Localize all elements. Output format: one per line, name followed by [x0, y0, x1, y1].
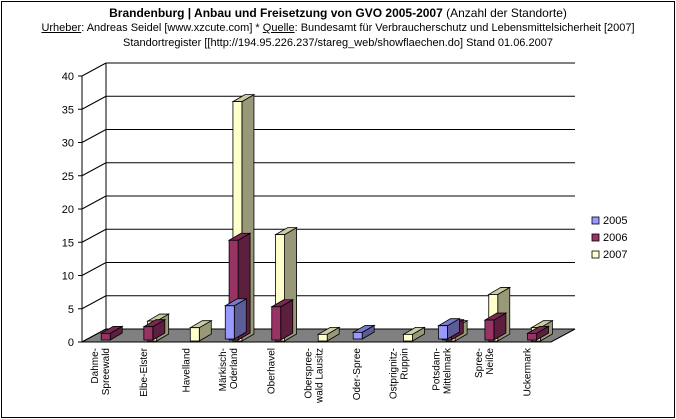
quelle-label: Quelle	[262, 22, 295, 34]
x-tick-label-line: Ruppin	[400, 348, 411, 380]
x-tick-label: Oder-Spree	[352, 348, 363, 401]
grid-depth-line	[81, 129, 107, 143]
y-tick-label: 10	[62, 271, 74, 283]
y-tick-label: 15	[62, 237, 74, 249]
grid-depth-line	[81, 295, 107, 310]
bar	[100, 332, 111, 341]
y-tick-label: 35	[62, 104, 74, 116]
y-tick-label: 30	[62, 138, 74, 150]
x-tick-label-line: Havelland	[181, 348, 192, 392]
x-tick-label-line: Märkisch-	[218, 348, 229, 391]
x-tick-label-line: Oberhavel	[267, 348, 278, 394]
x-tick-label-line: Oder-Spree	[352, 348, 363, 401]
bar	[484, 319, 495, 341]
x-tick-label-line: Spree-	[474, 348, 485, 378]
bar	[232, 101, 243, 342]
x-tick-label-line: Spreewald	[101, 348, 112, 395]
x-tick-label-line: Oderland	[229, 348, 240, 389]
legend-swatch	[591, 250, 600, 259]
urheber-value: : Andreas Seidel [www.xzcute.com] *	[81, 22, 260, 34]
x-tick-label: Potsdam-Mittelmark	[431, 347, 453, 394]
legend-swatch	[591, 216, 600, 225]
y-tick-label: 5	[68, 304, 74, 316]
x-tick-label: Oberspree-wald Lausitz	[303, 348, 325, 404]
legend-swatch	[591, 233, 600, 242]
y-tick-label: 40	[62, 71, 74, 83]
x-tick-label-line: Mittelmark	[442, 347, 453, 394]
grid-depth-line	[81, 262, 107, 276]
chart-title-note: (Anzahl der Standorte)	[446, 6, 567, 20]
legend-label: 2007	[603, 249, 627, 261]
y-tick-label: 25	[62, 171, 74, 183]
x-tick-label: Dahme-Spreewald	[90, 348, 112, 395]
x-tick-label: Havelland	[181, 348, 192, 392]
bar	[317, 333, 328, 342]
bar	[143, 326, 154, 341]
x-tick-label: Elbe-Elster	[139, 347, 150, 397]
grid-depth-line	[81, 195, 107, 210]
legend-label: 2006	[603, 232, 627, 244]
bar	[271, 306, 282, 341]
legend-label: 2005	[603, 215, 627, 227]
x-tick-label-line: Uckermark	[523, 347, 534, 396]
x-tick-label-line: Oberspree-	[303, 348, 314, 399]
y-tick-label: 20	[62, 204, 74, 216]
urheber-label: Urheber	[41, 22, 82, 34]
grid-depth-line	[81, 162, 107, 177]
x-tick-label-line: Ostprignitz-	[389, 348, 400, 399]
chart-title: Brandenburg | Anbau und Freisetzung von …	[2, 6, 674, 20]
bar	[352, 331, 363, 340]
bar	[275, 234, 285, 342]
bar	[527, 332, 537, 341]
source-line: Standortregister [[http://194.95.226.237…	[123, 37, 553, 49]
x-tick-label: Oberhavel	[267, 348, 278, 394]
x-tick-label: Märkisch-Oderland	[218, 348, 240, 391]
x-tick-label-line: Dahme-	[90, 348, 101, 384]
grid-depth-line	[81, 95, 107, 110]
credit-line: Urheber: Andreas Seidel [www.xzcute.com]…	[2, 22, 674, 34]
chart-title-main: Brandenburg | Anbau und Freisetzung von …	[109, 6, 443, 20]
bar	[189, 327, 200, 342]
bar	[438, 325, 448, 340]
x-tick-label: Uckermark	[523, 347, 534, 396]
grid-depth-line	[81, 228, 107, 243]
x-tick-label: Spree-Neiße	[474, 348, 496, 378]
x-tick-label-line: Elbe-Elster	[139, 347, 150, 397]
bar	[403, 333, 413, 342]
quelle-value: : Bundesamt für Verbraucherschutz und Le…	[294, 22, 635, 34]
x-tick-label-line: wald Lausitz	[314, 348, 325, 404]
grid-depth-line	[81, 62, 107, 77]
y-tick-label: 0	[68, 337, 74, 349]
x-tick-label-line: Potsdam-	[431, 348, 442, 391]
x-tick-label-line: Neiße	[485, 348, 496, 375]
bar	[228, 239, 239, 341]
x-tick-label: Ostprignitz-Ruppin	[389, 348, 411, 399]
bar	[224, 305, 235, 340]
